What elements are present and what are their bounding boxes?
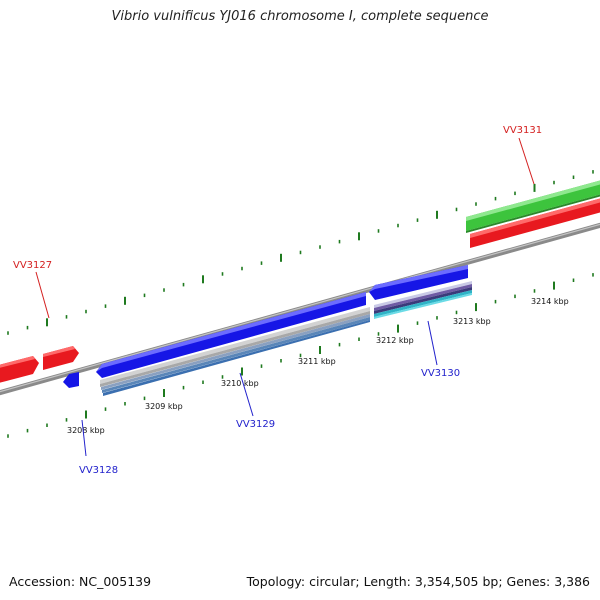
scale-label-3208: 3208 kbp: [67, 426, 105, 435]
map-title: Vibrio vulnificus YJ016 chromosome I, co…: [111, 9, 489, 24]
rna-feature-edge: [466, 194, 600, 233]
leader-line-vv3131: [518, 137, 535, 185]
leader-line-vv3128: [81, 419, 87, 457]
reverse-gene-vv3130[interactable]: [369, 265, 468, 300]
leader-line-vv3129: [239, 372, 254, 417]
forward-gene-vv3126[interactable]: [0, 356, 39, 384]
scale-label-3212: 3212 kbp: [376, 336, 414, 345]
leader-line-vv3127: [35, 271, 50, 319]
gene-label-vv3131[interactable]: VV3131: [503, 125, 542, 136]
rna-feature[interactable]: [466, 180, 600, 231]
gene-label-vv3130[interactable]: VV3130: [421, 368, 460, 379]
backbone-line: [0, 222, 600, 396]
forward-gene-vv3127[interactable]: [43, 346, 79, 370]
gene-label-vv3129[interactable]: VV3129: [236, 419, 275, 430]
reverse-gene-vv3129[interactable]: [96, 292, 366, 378]
upper-tick-row: [7, 170, 594, 335]
feature-bands-right: [374, 281, 472, 319]
lower-tick-row: [7, 273, 594, 438]
reverse-gene-vv3128[interactable]: [63, 372, 79, 388]
accession-text: Accession: NC_005139: [9, 574, 152, 589]
scale-label-3211: 3211 kbp: [298, 357, 336, 366]
backbone-highlight: [0, 223, 600, 393]
leader-line-vv3130: [427, 320, 438, 366]
scale-label-3210: 3210 kbp: [221, 379, 259, 388]
summary-text: Topology: circular; Length: 3,354,505 bp…: [246, 574, 590, 589]
scale-label-3214: 3214 kbp: [531, 297, 569, 306]
scale-label-3209: 3209 kbp: [145, 402, 183, 411]
forward-gene-vv3131[interactable]: [470, 198, 600, 248]
scale-label-3213: 3213 kbp: [453, 317, 491, 326]
gene-label-vv3128[interactable]: VV3128: [79, 465, 118, 476]
feature-bands-left: [100, 307, 370, 396]
gene-label-vv3127[interactable]: VV3127: [13, 260, 52, 271]
